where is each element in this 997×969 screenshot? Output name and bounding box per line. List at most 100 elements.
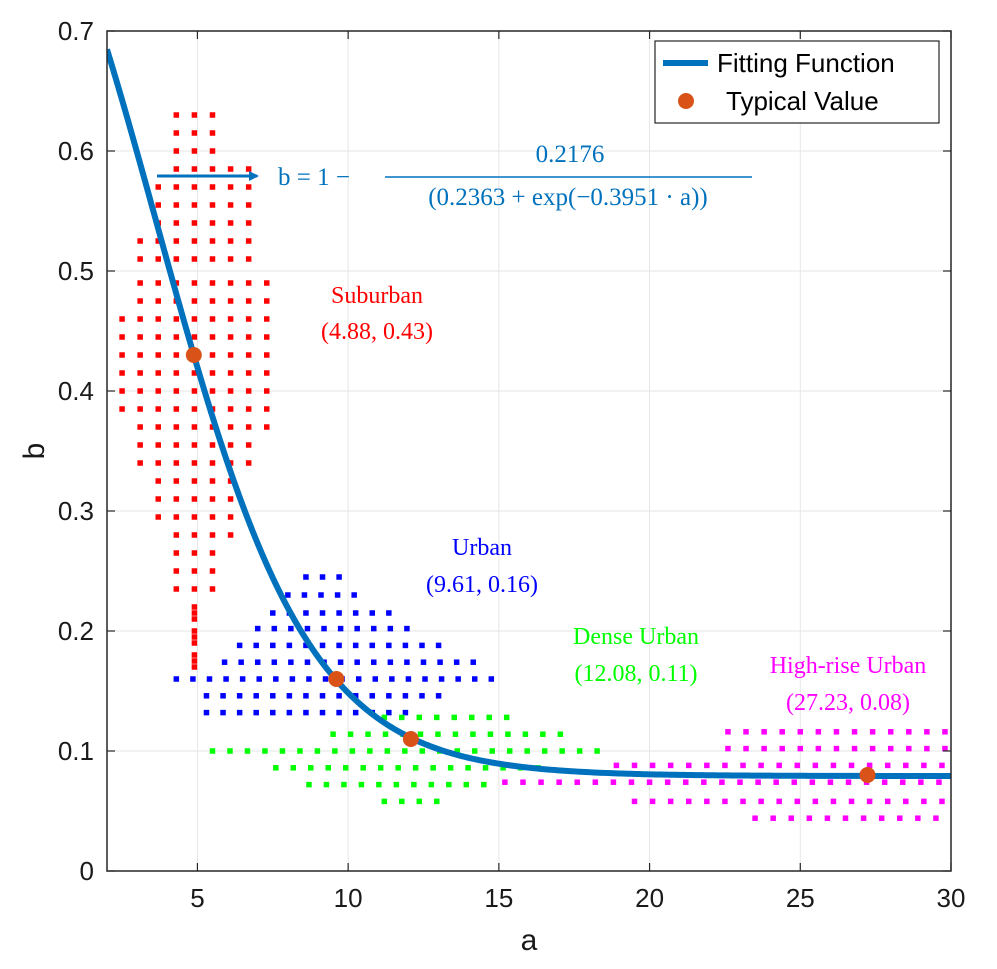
scatter-point [209,532,216,538]
scatter-point [227,352,234,358]
scatter-point [271,659,278,665]
scatter-point [289,676,296,682]
scatter-point [191,604,198,610]
scatter-point [245,424,252,430]
scatter-point [245,370,252,376]
scatter-point [209,514,216,520]
scatter-point [270,642,276,649]
scatter-point [155,238,161,244]
scatter-point [308,765,314,771]
scatter-point [155,514,161,520]
scatter-point [264,334,270,340]
scatter-point [191,442,198,448]
scatter-point [776,798,782,805]
scatter-point [227,748,233,754]
scatter-point [191,550,198,556]
scatter-point [155,442,161,448]
scatter-point [191,634,198,640]
scatter-region-high-rise-urban [502,729,948,821]
scatter-point [428,781,435,788]
scatter-point [827,779,834,785]
scatter-point [452,731,459,737]
scatter-point [173,334,180,340]
scatter-point [304,625,311,632]
typical-value-point [185,347,202,363]
scatter-point [334,592,341,598]
scatter-point [779,729,785,735]
scatter-point [209,352,216,358]
scatter-point [155,406,161,412]
scatter-point [906,745,912,752]
scatter-point [209,550,216,556]
scatter-point [244,748,251,754]
scatter-point [303,709,309,716]
scatter-point [341,781,347,788]
scatter-point [667,762,674,769]
scatter-point [227,280,234,286]
scatter-point [227,256,234,262]
scatter-point [155,280,161,286]
scatter-point [369,642,376,649]
scatter-point [173,496,180,502]
scatter-point [245,406,252,412]
scatter-point [254,625,261,632]
y-tick-label: 0.1 [58,736,94,766]
scatter-point [137,352,143,358]
scatter-point [191,298,198,304]
scatter-point [434,714,440,721]
scatter-point [155,352,161,358]
scatter-point [921,798,927,805]
region-label-name: Dense Urban [573,624,699,650]
scatter-point [376,781,382,788]
scatter-point [286,693,293,699]
scatter-point [481,781,487,788]
scatter-point [520,779,526,785]
scatter-point [377,765,384,771]
scatter-point [264,370,270,376]
scatter-point [191,334,198,340]
scatter-point [453,659,460,665]
scatter-point [915,815,921,821]
scatter-point [209,298,216,304]
typical-value-points [185,347,876,783]
scatter-point [851,745,858,752]
scatter-point [209,184,216,190]
scatter-point [288,625,294,632]
scatter-point [325,765,331,771]
scatter-point [209,496,216,502]
scatter-point [119,334,125,340]
scatter-point [438,676,445,682]
scatter-point [227,220,234,226]
scatter-point [173,148,180,154]
scatter-point [303,693,309,699]
scatter-point [360,765,366,771]
scatter-point [209,220,216,226]
typical-value-point [859,767,876,783]
scatter-point [209,238,216,244]
scatter-point [191,220,198,226]
scatter-point [794,798,801,805]
scatter-point [559,748,565,754]
formula-denominator: (0.2363 + exp(−0.3951 · a)) [428,184,708,211]
scatter-point [797,745,804,752]
typical-value-point [402,731,419,747]
scatter-point [740,798,746,805]
scatter-point [221,659,228,665]
scatter-point [755,779,761,785]
scatter-point [254,659,261,665]
scatter-point [806,815,813,821]
scatter-point [649,798,656,805]
scatter-point [776,762,782,769]
scatter-point [649,762,656,769]
scatter-point [173,442,180,448]
scatter-point [155,496,161,502]
scatter-point [191,568,198,574]
y-tick-label: 0 [80,856,94,886]
scatter-point [209,460,216,466]
scatter-point [354,659,360,665]
scatter-point [503,714,510,721]
scatter-point [906,729,912,735]
scatter-point [887,745,894,752]
plot-background [107,31,951,871]
scatter-point [667,798,674,805]
